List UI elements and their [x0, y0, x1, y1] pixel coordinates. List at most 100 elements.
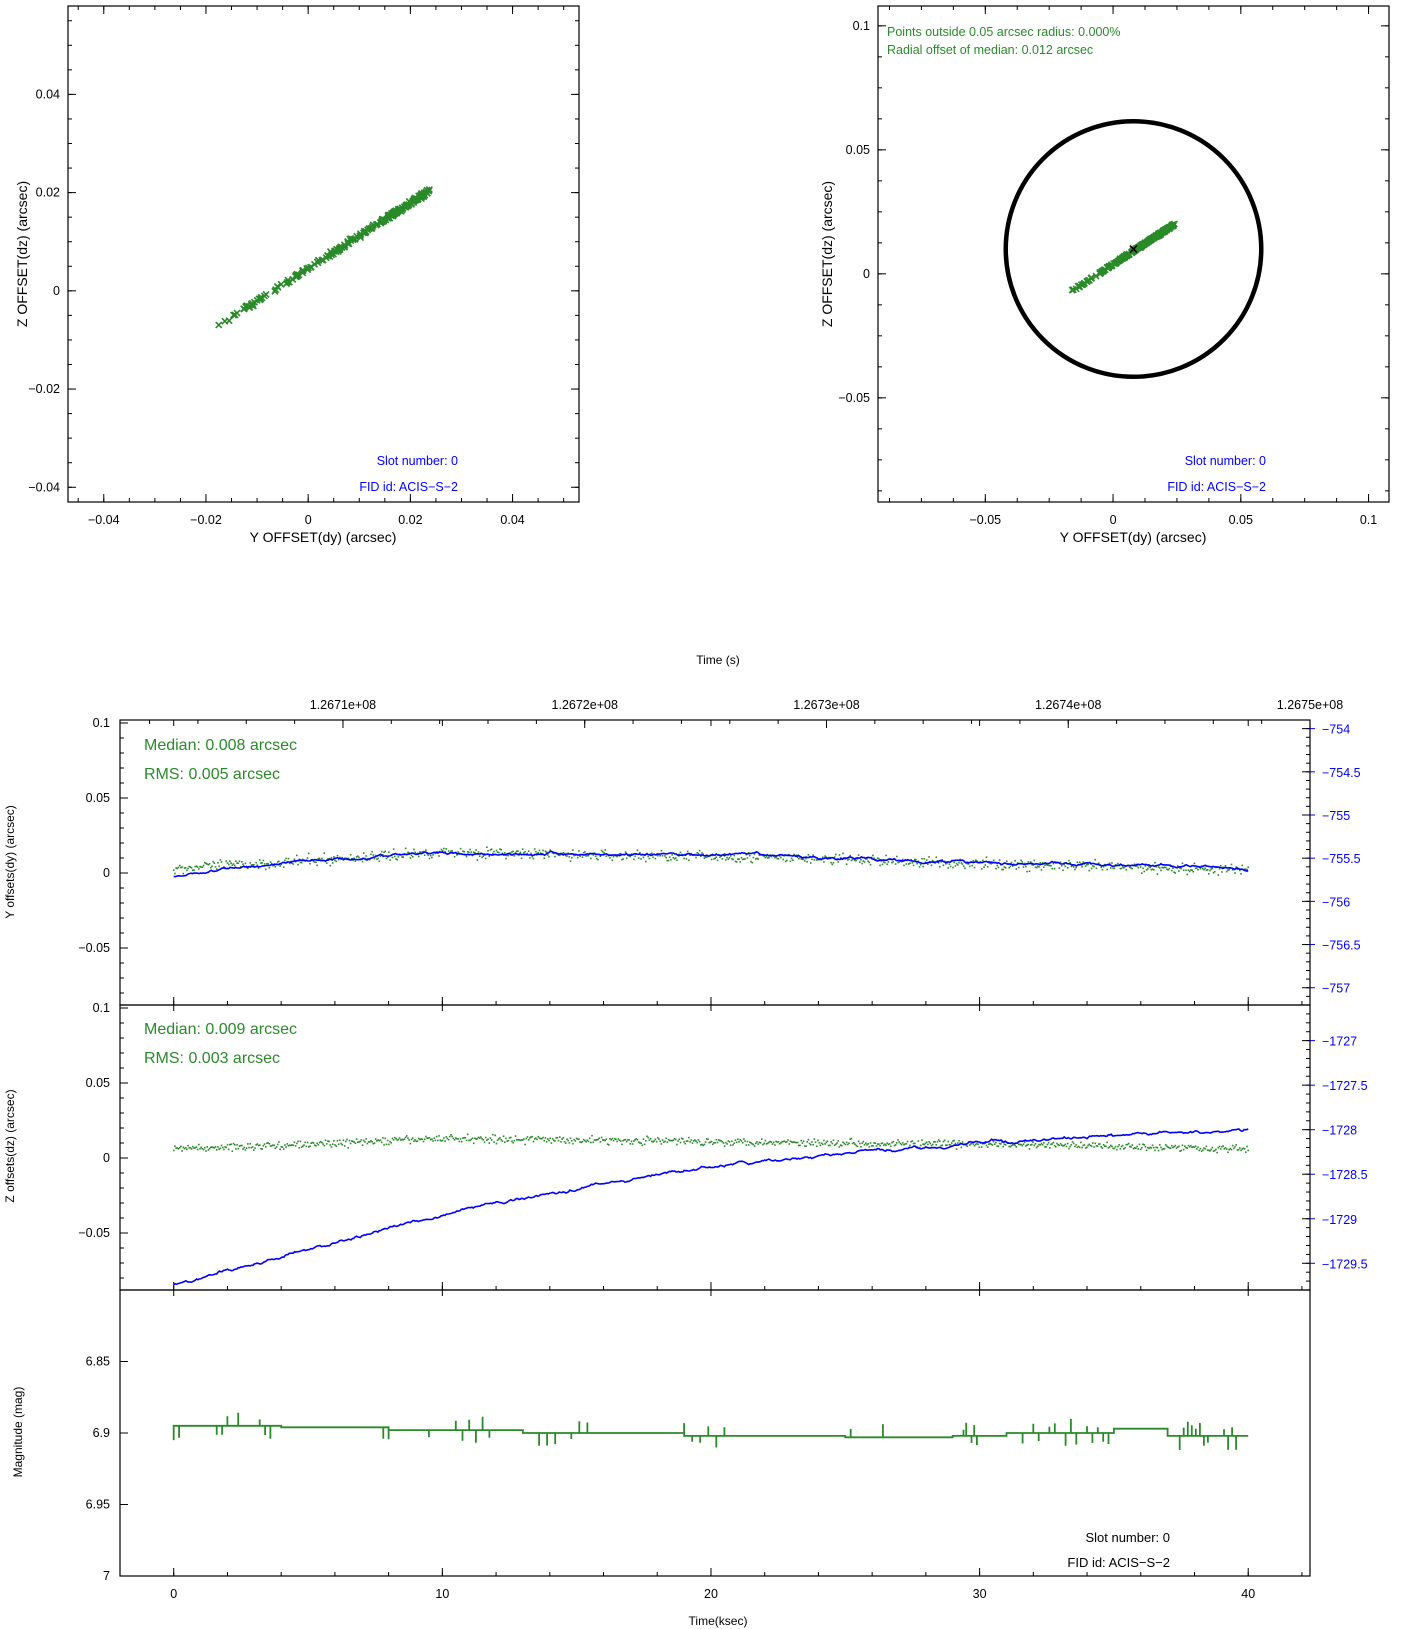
green-dot: [1066, 866, 1069, 869]
green-dot: [977, 1143, 979, 1146]
green-dot: [973, 866, 976, 869]
green-dot: [189, 1146, 192, 1149]
green-dot: [315, 1145, 317, 1147]
green-dot: [192, 1145, 194, 1148]
green-dot: [1076, 861, 1079, 864]
green-dot: [1106, 1141, 1108, 1144]
green-dot: [800, 1139, 803, 1142]
z-offsets-green-series: [172, 1133, 1250, 1154]
green-dot: [354, 1142, 357, 1144]
green-dot: [753, 1145, 756, 1147]
green-dot: [927, 1143, 929, 1146]
green-dot: [498, 851, 500, 854]
green-dot: [976, 1142, 978, 1145]
green-dot: [199, 865, 201, 868]
green-dot: [700, 855, 702, 858]
green-dot: [339, 1139, 341, 1142]
green-dot: [842, 852, 844, 855]
green-dot: [585, 855, 587, 857]
green-dot: [450, 850, 452, 852]
green-dot: [1127, 1142, 1130, 1145]
green-dot: [619, 1140, 622, 1142]
green-dot: [786, 859, 788, 862]
green-dot: [849, 1138, 852, 1140]
green-dot: [1137, 1148, 1140, 1150]
green-dot: [352, 859, 354, 862]
green-dot: [1162, 1148, 1165, 1150]
green-dot: [186, 1148, 188, 1151]
green-dot: [409, 857, 412, 859]
green-dot: [287, 1144, 290, 1147]
y-tick-label: 0: [103, 1151, 110, 1165]
green-dot: [361, 860, 364, 863]
green-dot: [503, 1141, 506, 1143]
scatter-point: [338, 243, 346, 251]
green-dot: [321, 1141, 323, 1144]
green-dot: [837, 861, 840, 863]
green-dot: [929, 1142, 932, 1145]
green-dot: [662, 1141, 665, 1143]
green-dot: [894, 863, 897, 865]
green-dot: [978, 1146, 981, 1149]
green-dot: [507, 854, 510, 857]
green-dot: [646, 1135, 648, 1138]
green-dot: [294, 860, 297, 863]
green-dot: [238, 1145, 241, 1147]
green-dot: [1008, 1145, 1010, 1148]
green-dot: [1230, 1148, 1233, 1151]
green-dot: [586, 1139, 589, 1141]
green-dot: [328, 1140, 330, 1143]
green-dot: [733, 854, 736, 857]
green-dot: [1084, 865, 1087, 867]
green-dot: [237, 1147, 240, 1150]
green-dot: [416, 852, 419, 855]
green-dot: [1236, 1149, 1239, 1151]
green-dot: [1187, 869, 1190, 871]
green-dot: [207, 863, 210, 866]
scatter-point: [1165, 224, 1174, 232]
green-dot: [896, 855, 898, 858]
green-dot: [201, 866, 204, 869]
green-dot: [930, 864, 933, 867]
green-dot: [229, 860, 231, 862]
green-dot: [490, 1139, 493, 1141]
green-dot: [1169, 1147, 1172, 1149]
green-dot: [1213, 1149, 1216, 1152]
green-dot: [713, 858, 715, 860]
green-dot: [1211, 867, 1214, 870]
green-dot: [1218, 867, 1221, 870]
green-dot: [362, 852, 365, 854]
green-dot: [616, 1140, 618, 1143]
green-dot: [746, 857, 749, 859]
green-dot: [1130, 1146, 1132, 1148]
green-dot: [482, 1138, 485, 1141]
green-dot: [716, 1141, 719, 1144]
green-dot: [184, 867, 187, 869]
green-dot: [1001, 868, 1003, 871]
green-dot: [297, 1140, 299, 1143]
green-dot: [892, 860, 895, 863]
scatter-left-ylabel: Z OFFSET(dz) (arcsec): [14, 181, 30, 327]
green-dot: [193, 869, 195, 871]
green-dot: [188, 865, 191, 868]
green-dot: [1045, 863, 1048, 866]
green-dot: [255, 1144, 257, 1146]
green-dot: [292, 1144, 295, 1147]
green-dot: [729, 1144, 732, 1146]
green-dot: [702, 1144, 705, 1147]
green-dot: [850, 859, 853, 862]
x-tick-label: 0: [170, 1587, 177, 1601]
green-dot: [542, 1136, 544, 1139]
green-dot: [698, 1140, 701, 1143]
right-tick-label: −754: [1322, 723, 1350, 737]
green-dot: [506, 1140, 508, 1143]
green-dot: [927, 863, 929, 866]
green-dot: [710, 858, 713, 861]
green-dot: [985, 1144, 988, 1147]
green-dot: [218, 1148, 220, 1151]
green-dot: [844, 1143, 847, 1146]
scatter-point: [365, 224, 373, 233]
scatter-point: [1115, 257, 1123, 265]
green-dot: [772, 855, 775, 858]
green-dot: [262, 1144, 265, 1147]
